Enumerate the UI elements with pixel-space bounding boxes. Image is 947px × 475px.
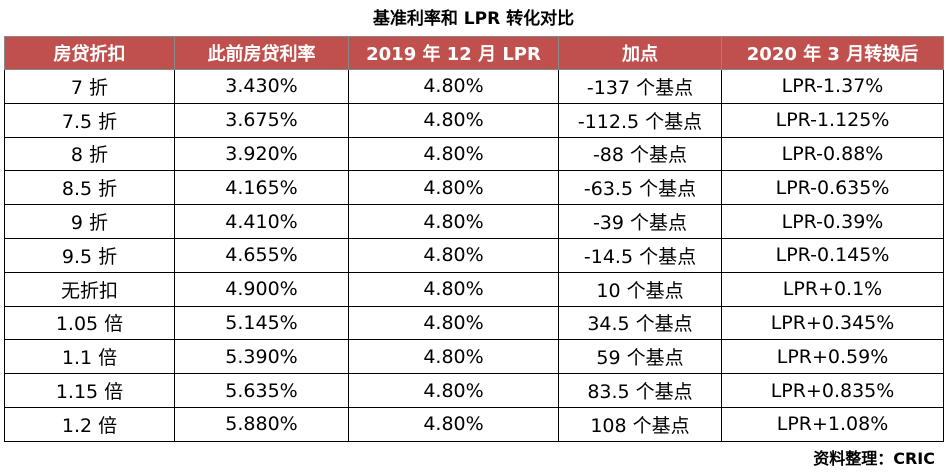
table-row: 7.5 折 3.675% 4.80% -112.5 个基点 LPR-1.125% <box>4 102 944 138</box>
cell-basis-points: -137 个基点 <box>558 69 722 104</box>
cell-converted: LPR-0.635% <box>721 170 944 206</box>
cell-lpr: 4.80% <box>348 373 559 408</box>
table-header: 房贷折扣 此前房贷利率 2019 年 12 月 LPR 加点 2020 年 3 … <box>4 36 944 70</box>
cell-basis-points: 10 个基点 <box>558 271 722 307</box>
source-note: 资料整理：CRIC <box>813 449 935 468</box>
cell-lpr: 4.80% <box>348 170 559 206</box>
header-previous-rate: 此前房贷利率 <box>174 36 349 70</box>
header-basis-points: 加点 <box>558 36 722 70</box>
cell-converted: LPR+1.08% <box>721 406 944 442</box>
cell-basis-points: 59 个基点 <box>558 339 722 375</box>
lpr-conversion-table: 房贷折扣 此前房贷利率 2019 年 12 月 LPR 加点 2020 年 3 … <box>4 36 944 442</box>
cell-discount: 8 折 <box>4 136 175 172</box>
table-row: 1.05 倍 5.145% 4.80% 34.5 个基点 LPR+0.345% <box>4 305 944 341</box>
cell-discount: 8.5 折 <box>4 170 175 206</box>
cell-basis-points: 83.5 个基点 <box>558 373 722 408</box>
cell-previous-rate: 5.880% <box>174 406 349 442</box>
cell-lpr: 4.80% <box>348 305 559 341</box>
cell-basis-points: 34.5 个基点 <box>558 305 722 341</box>
cell-basis-points: -14.5 个基点 <box>558 237 722 273</box>
cell-basis-points: -63.5 个基点 <box>558 170 722 206</box>
cell-converted: LPR+0.59% <box>721 339 944 375</box>
table-title: 基准利率和 LPR 转化对比 <box>372 9 575 29</box>
table-row: 8 折 3.920% 4.80% -88 个基点 LPR-0.88% <box>4 136 944 172</box>
cell-previous-rate: 4.900% <box>174 271 349 307</box>
header-row: 房贷折扣 此前房贷利率 2019 年 12 月 LPR 加点 2020 年 3 … <box>4 36 944 70</box>
header-converted-mar-2020: 2020 年 3 月转换后 <box>721 36 944 70</box>
table-row: 9.5 折 4.655% 4.80% -14.5 个基点 LPR-0.145% <box>4 237 944 273</box>
cell-converted: LPR+0.345% <box>721 305 944 341</box>
cell-converted: LPR-0.39% <box>721 204 944 239</box>
table-row: 1.2 倍 5.880% 4.80% 108 个基点 LPR+1.08% <box>4 406 944 442</box>
cell-converted: LPR+0.835% <box>721 373 944 408</box>
cell-lpr: 4.80% <box>348 204 559 239</box>
cell-lpr: 4.80% <box>348 339 559 375</box>
cell-discount: 7.5 折 <box>4 102 175 138</box>
table-row: 1.1 倍 5.390% 4.80% 59 个基点 LPR+0.59% <box>4 339 944 375</box>
cell-basis-points: -39 个基点 <box>558 204 722 239</box>
cell-converted: LPR-1.37% <box>721 69 944 104</box>
cell-lpr: 4.80% <box>348 406 559 442</box>
cell-discount: 9 折 <box>4 204 175 239</box>
cell-previous-rate: 5.635% <box>174 373 349 408</box>
table-row: 8.5 折 4.165% 4.80% -63.5 个基点 LPR-0.635% <box>4 170 944 206</box>
cell-previous-rate: 5.390% <box>174 339 349 375</box>
cell-previous-rate: 3.430% <box>174 69 349 104</box>
cell-lpr: 4.80% <box>348 136 559 172</box>
cell-lpr: 4.80% <box>348 271 559 307</box>
cell-previous-rate: 4.410% <box>174 204 349 239</box>
cell-previous-rate: 4.165% <box>174 170 349 206</box>
cell-discount: 1.05 倍 <box>4 305 175 341</box>
cell-lpr: 4.80% <box>348 69 559 104</box>
cell-previous-rate: 5.145% <box>174 305 349 341</box>
header-discount: 房贷折扣 <box>4 36 175 70</box>
cell-converted: LPR+0.1% <box>721 271 944 307</box>
cell-previous-rate: 4.655% <box>174 237 349 273</box>
cell-basis-points: -112.5 个基点 <box>558 102 722 138</box>
table-row: 7 折 3.430% 4.80% -137 个基点 LPR-1.37% <box>4 69 944 104</box>
cell-discount: 9.5 折 <box>4 237 175 273</box>
header-lpr-dec-2019: 2019 年 12 月 LPR <box>348 36 559 70</box>
cell-lpr: 4.80% <box>348 102 559 138</box>
cell-converted: LPR-1.125% <box>721 102 944 138</box>
cell-converted: LPR-0.88% <box>721 136 944 172</box>
cell-discount: 7 折 <box>4 69 175 104</box>
table-body: 7 折 3.430% 4.80% -137 个基点 LPR-1.37% 7.5 … <box>4 69 944 442</box>
cell-discount: 1.1 倍 <box>4 339 175 375</box>
cell-lpr: 4.80% <box>348 237 559 273</box>
table-row: 1.15 倍 5.635% 4.80% 83.5 个基点 LPR+0.835% <box>4 373 944 408</box>
cell-discount: 1.2 倍 <box>4 406 175 442</box>
cell-converted: LPR-0.145% <box>721 237 944 273</box>
cell-previous-rate: 3.920% <box>174 136 349 172</box>
cell-previous-rate: 3.675% <box>174 102 349 138</box>
cell-basis-points: 108 个基点 <box>558 406 722 442</box>
table-row: 无折扣 4.900% 4.80% 10 个基点 LPR+0.1% <box>4 271 944 307</box>
cell-discount: 1.15 倍 <box>4 373 175 408</box>
table-row: 9 折 4.410% 4.80% -39 个基点 LPR-0.39% <box>4 204 944 239</box>
cell-basis-points: -88 个基点 <box>558 136 722 172</box>
cell-discount: 无折扣 <box>4 271 175 307</box>
